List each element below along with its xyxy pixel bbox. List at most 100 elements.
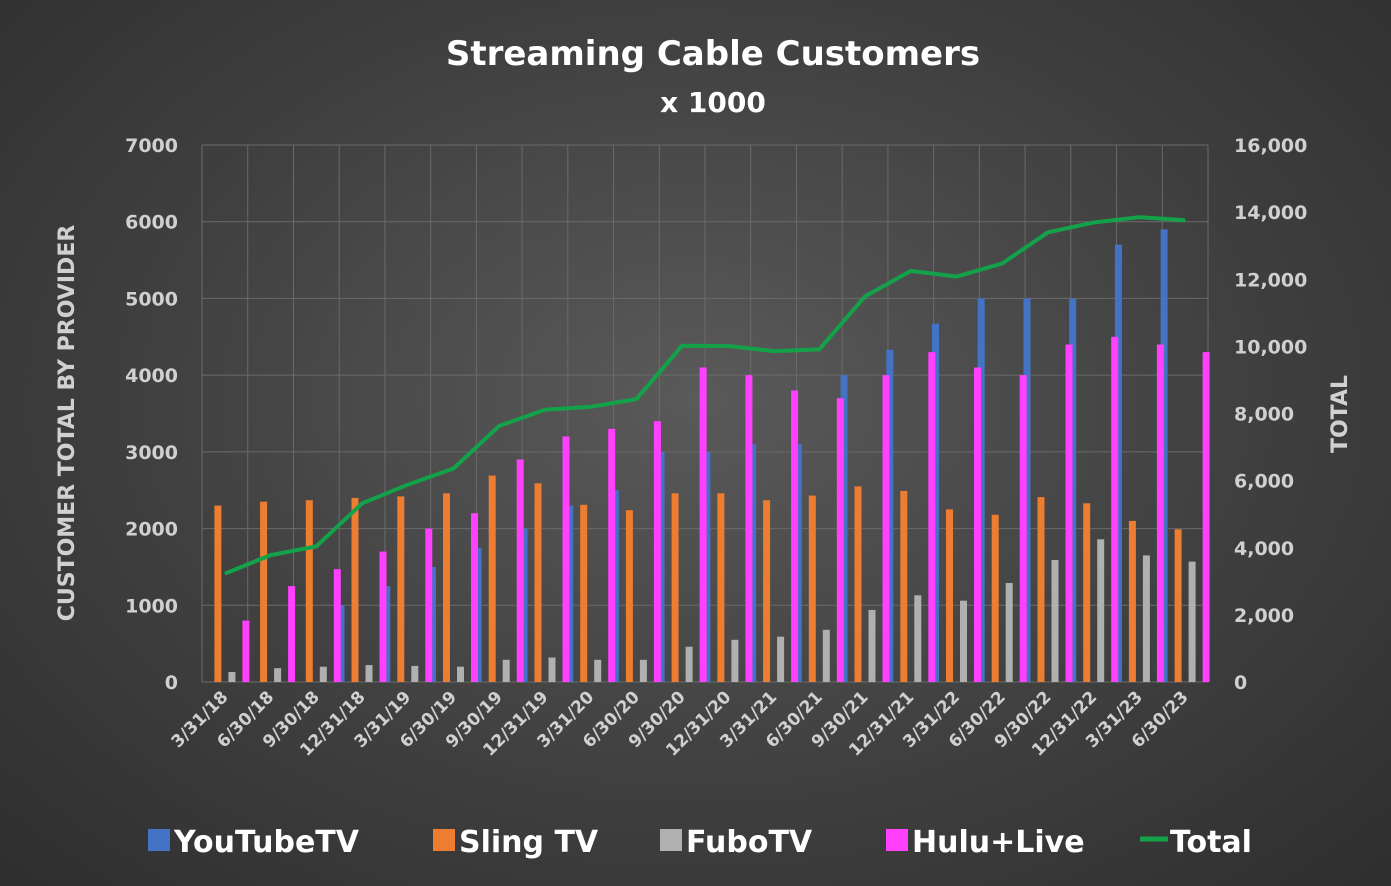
point-total bbox=[956, 276, 957, 278]
left-axis-ticks: 0 1000 2000 3000 4000 5000 6000 7000 bbox=[125, 135, 178, 694]
chart-title: Streaming Cable Customers bbox=[446, 34, 980, 74]
y-tick-label: 3000 bbox=[125, 442, 178, 464]
point-total bbox=[1138, 216, 1140, 218]
y-tick-label: 4000 bbox=[125, 365, 178, 387]
bar-sling-tv bbox=[625, 510, 633, 682]
bar-fubotv bbox=[822, 629, 830, 682]
y2-axis-label: TOTAL bbox=[1328, 375, 1353, 453]
bar-fubotv bbox=[411, 665, 419, 682]
bar-sling-tv bbox=[1174, 529, 1182, 682]
bar-fubotv bbox=[457, 666, 464, 682]
point-total bbox=[544, 409, 546, 411]
y2-tick-label: 6,000 bbox=[1234, 471, 1294, 493]
bars bbox=[214, 229, 1210, 683]
legend-label-fubotv: FuboTV bbox=[686, 825, 813, 860]
bar-sling-tv bbox=[1083, 503, 1091, 682]
bar-youtubetv bbox=[474, 547, 482, 683]
bar-fubotv bbox=[868, 609, 876, 682]
bar-hulu-live bbox=[1202, 352, 1210, 682]
bar-youtubetv bbox=[1023, 298, 1031, 682]
y-tick-label: 0 bbox=[165, 672, 178, 694]
point-total bbox=[635, 398, 637, 400]
bar-youtubetv bbox=[1160, 229, 1168, 682]
legend-label-total: Total bbox=[1170, 825, 1252, 860]
bar-sling-tv bbox=[1037, 497, 1045, 682]
y-tick-label: 2000 bbox=[125, 519, 178, 541]
y2-tick-label: 8,000 bbox=[1234, 404, 1294, 426]
bar-sling-tv bbox=[671, 493, 679, 682]
point-total bbox=[270, 554, 272, 556]
total-line bbox=[224, 215, 1186, 576]
bar-sling-tv bbox=[900, 491, 908, 682]
point-total bbox=[1047, 231, 1049, 233]
point-total bbox=[315, 545, 317, 547]
bar-fubotv bbox=[914, 595, 922, 682]
bar-sling-tv bbox=[443, 493, 450, 682]
bar-fubotv bbox=[639, 659, 647, 682]
bar-youtubetv bbox=[383, 586, 391, 682]
legend: YouTubeTV Sling TV FuboTV Hulu+Live Total bbox=[148, 825, 1252, 860]
y2-tick-label: 2,000 bbox=[1234, 605, 1294, 627]
bar-sling-tv bbox=[808, 495, 816, 682]
point-total bbox=[1184, 219, 1186, 221]
y2-tick-label: 0 bbox=[1234, 672, 1247, 694]
y2-tick-label: 10,000 bbox=[1234, 336, 1307, 358]
bar-hulu-live bbox=[425, 528, 433, 682]
point-total bbox=[590, 406, 592, 408]
bar-sling-tv bbox=[717, 493, 725, 682]
bar-sling-tv bbox=[946, 509, 953, 682]
bar-hulu-live bbox=[653, 421, 661, 682]
legend-swatch-youtubetv bbox=[148, 829, 170, 851]
legend-label-hulu-live: Hulu+Live bbox=[912, 825, 1085, 860]
bar-sling-tv bbox=[214, 505, 222, 682]
y-tick-label: 1000 bbox=[125, 595, 178, 617]
point-total bbox=[1093, 222, 1095, 223]
bar-youtubetv bbox=[749, 444, 757, 682]
legend-label-sling-tv: Sling TV bbox=[459, 825, 599, 860]
chart-subtitle: x 1000 bbox=[660, 86, 766, 119]
bar-fubotv bbox=[594, 659, 602, 682]
bar-fubotv bbox=[1097, 539, 1105, 682]
bar-sling-tv bbox=[1128, 520, 1136, 682]
bar-fubotv bbox=[365, 665, 373, 682]
bar-fubotv bbox=[1188, 561, 1196, 682]
bar-sling-tv bbox=[534, 483, 542, 682]
bar-sling-tv bbox=[397, 496, 405, 682]
y-tick-label: 5000 bbox=[125, 288, 178, 310]
bar-hulu-live bbox=[471, 513, 478, 682]
bar-youtubetv bbox=[886, 349, 894, 682]
point-total bbox=[773, 350, 775, 352]
bar-youtubetv bbox=[611, 490, 619, 682]
bar-youtubetv bbox=[932, 323, 939, 682]
point-total bbox=[818, 348, 820, 350]
bar-fubotv bbox=[1051, 560, 1059, 682]
bar-hulu-live bbox=[745, 375, 753, 682]
bar-sling-tv bbox=[763, 500, 771, 682]
bar-fubotv bbox=[502, 659, 510, 682]
bar-hulu-live bbox=[242, 620, 250, 682]
bar-hulu-live bbox=[562, 436, 570, 682]
point-total bbox=[681, 345, 683, 347]
y2-tick-label: 4,000 bbox=[1234, 538, 1294, 560]
bar-sling-tv bbox=[854, 486, 862, 682]
point-total bbox=[498, 425, 500, 427]
legend-swatch-sling-tv bbox=[433, 829, 455, 851]
legend-label-youtubetv: YouTubeTV bbox=[173, 825, 360, 860]
line-total bbox=[224, 215, 1186, 576]
bar-hulu-live bbox=[699, 367, 707, 682]
y2-tick-label: 12,000 bbox=[1234, 269, 1307, 291]
bar-fubotv bbox=[1142, 555, 1150, 682]
y-axis-label: CUSTOMER TOTAL BY PROVIDER bbox=[55, 225, 80, 622]
bar-hulu-live bbox=[836, 398, 844, 682]
legend-swatch-fubotv bbox=[660, 829, 682, 851]
x-axis-ticks: 3/31/186/30/189/30/1812/31/183/31/196/30… bbox=[168, 687, 1193, 760]
bar-youtubetv bbox=[337, 605, 345, 682]
bar-sling-tv bbox=[260, 501, 268, 682]
point-total bbox=[361, 502, 363, 504]
point-total bbox=[407, 484, 409, 486]
bar-hulu-live bbox=[516, 459, 524, 682]
bar-hulu-live bbox=[1065, 344, 1073, 682]
bar-sling-tv bbox=[991, 514, 999, 682]
point-total bbox=[910, 270, 912, 272]
